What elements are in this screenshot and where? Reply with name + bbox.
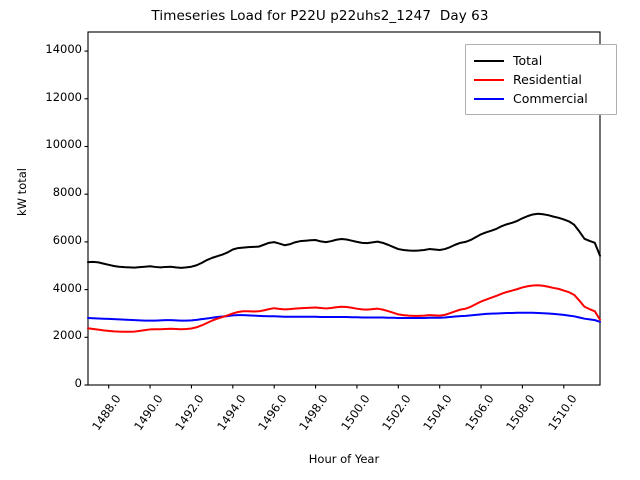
legend-label: Total: [513, 53, 543, 68]
legend-item-total[interactable]: Total: [474, 51, 608, 70]
y-tick-label: 12000: [45, 89, 82, 104]
legend-item-commercial[interactable]: Commercial: [474, 89, 608, 108]
data-series-group: [87, 212, 601, 333]
chart-legend: Total Residential Commercial: [465, 44, 617, 115]
y-tick-label: 6000: [52, 232, 82, 247]
legend-swatch-residential-icon: [474, 78, 504, 81]
legend-swatch-commercial-icon: [474, 97, 504, 100]
series-line-residential: [87, 284, 601, 333]
x-axis-label: Hour of Year: [308, 452, 380, 466]
legend-item-residential[interactable]: Residential: [474, 70, 608, 89]
y-tick-label: 8000: [52, 185, 82, 200]
series-line-commercial: [87, 311, 601, 323]
legend-swatch-total-icon: [474, 59, 504, 62]
legend-label: Commercial: [513, 91, 588, 106]
y-tick-label: 0: [74, 376, 82, 390]
chart-title: Timeseries Load for P22U p22uhs2_1247 Da…: [151, 8, 489, 24]
y-tick-label: 10000: [45, 137, 82, 152]
y-tick-label: 2000: [52, 328, 82, 343]
axis-tick-marks: [84, 50, 565, 389]
y-tick-label: 4000: [52, 280, 82, 295]
series-line-total: [87, 212, 601, 269]
legend-label: Residential: [513, 72, 582, 87]
axes-frame: [87, 31, 601, 386]
y-tick-label: 14000: [45, 42, 82, 57]
